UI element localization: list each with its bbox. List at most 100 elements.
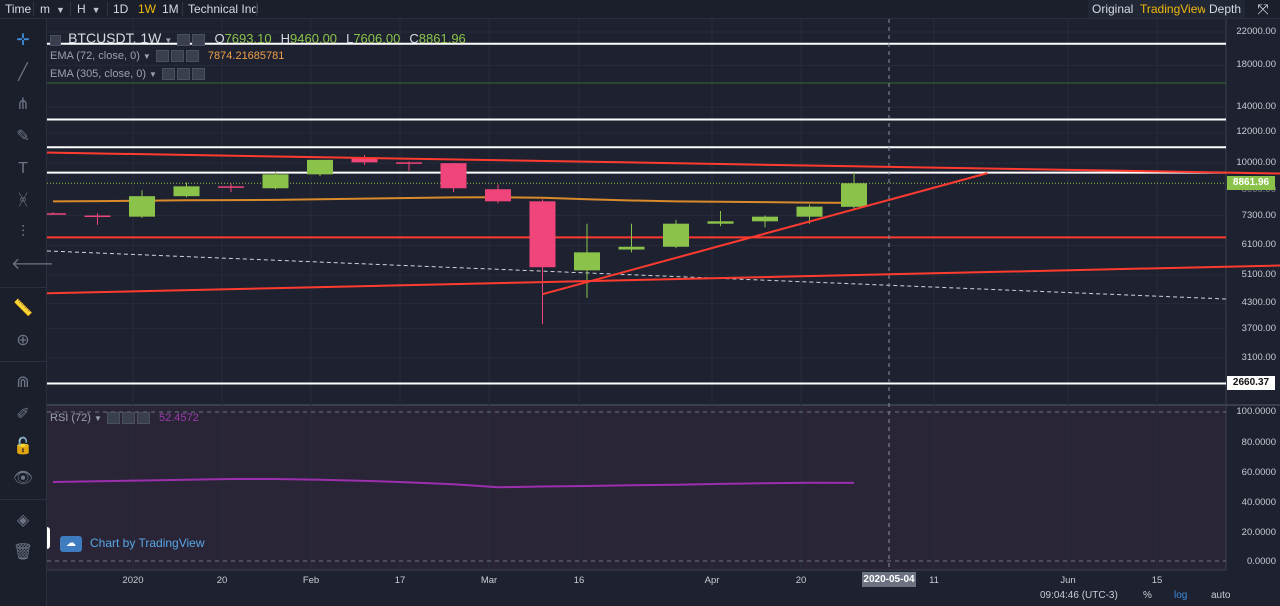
- collapse-icon[interactable]: [50, 34, 61, 46]
- price-tick: 18000.00: [1236, 59, 1276, 70]
- rsi-tick: 60.0000: [1241, 467, 1276, 478]
- low-value: 7606.00: [353, 31, 401, 46]
- caret-down-icon[interactable]: ▼: [164, 36, 173, 45]
- candle-body: [84, 215, 111, 218]
- lock-drawing-icon[interactable]: ✐: [16, 406, 30, 423]
- auto-toggle[interactable]: auto: [1211, 590, 1231, 601]
- candle-body: [796, 206, 823, 217]
- prediction-icon[interactable]: ⫶: [20, 224, 25, 241]
- time-selector[interactable]: Time: [5, 2, 32, 16]
- divider: [256, 2, 257, 16]
- time-tick: Feb: [302, 575, 320, 586]
- dashed-trendline: [46, 250, 1227, 300]
- candle-body: [129, 196, 155, 217]
- brush-icon[interactable]: ✎: [16, 128, 30, 145]
- time-tick: Apr: [704, 575, 720, 586]
- low-label: L: [346, 31, 354, 46]
- tradingview-branding[interactable]: ☁ Chart by TradingView: [60, 533, 205, 553]
- remove-icon[interactable]: [185, 50, 199, 63]
- fib-tool-icon[interactable]: ⋔: [16, 96, 30, 113]
- rsi-tick: 0.0000: [1246, 556, 1276, 567]
- toolbar-divider: [0, 499, 46, 500]
- trash-icon[interactable]: 🗑: [12, 544, 34, 561]
- ruler-icon[interactable]: 📏: [13, 300, 33, 317]
- candle-body: [485, 189, 511, 202]
- remove-icon[interactable]: [191, 68, 205, 81]
- caret-down-icon[interactable]: ▼: [142, 52, 151, 61]
- divider: [107, 2, 108, 16]
- settings-icon[interactable]: [106, 412, 120, 425]
- text-tool-icon[interactable]: T: [18, 160, 28, 177]
- percent-toggle[interactable]: %: [1143, 590, 1152, 601]
- close-value: 8861.96: [418, 31, 466, 46]
- candle-body: [396, 162, 422, 164]
- divider: [33, 2, 34, 16]
- fullscreen-icon[interactable]: ⤧: [1257, 1, 1269, 17]
- ema305-legend: EMA (305, close, 0) ▼: [50, 66, 205, 82]
- caret-down-icon: ▼: [56, 5, 65, 15]
- candle-body: [752, 216, 778, 222]
- time-tick: 11: [929, 575, 939, 586]
- pattern-icon[interactable]: ᚸ: [18, 192, 28, 209]
- back-arrow-icon[interactable]: 🡐: [11, 256, 54, 273]
- minute-interval-dropdown[interactable]: m ▼: [40, 0, 65, 18]
- crosshair-date-tag: 2020-05-04: [862, 572, 916, 587]
- caret-down-icon[interactable]: ▼: [93, 414, 102, 423]
- price-tick: 7300.00: [1241, 210, 1276, 221]
- ema305-label[interactable]: EMA (305, close, 0): [50, 68, 146, 80]
- ema72-line: [52, 196, 855, 204]
- interval-1d[interactable]: 1D: [113, 2, 129, 16]
- caret-down-icon: ▼: [91, 5, 101, 15]
- rsi-tick: 100.0000: [1236, 406, 1276, 417]
- price-tick: 4300.00: [1241, 297, 1276, 308]
- view-tradingview-button[interactable]: TradingView: [1136, 0, 1211, 18]
- open-value: 7693.10: [224, 31, 272, 46]
- hide-icon[interactable]: [170, 50, 184, 63]
- technical-indicators-button[interactable]: Technical Ind: [188, 2, 259, 16]
- close-label: C: [409, 31, 419, 46]
- candle-body: [574, 252, 600, 271]
- view-original-button[interactable]: Original: [1088, 0, 1138, 18]
- time-tick: 2020: [122, 575, 144, 586]
- ema72-legend: EMA (72, close, 0) ▼ 7874.21685781: [50, 48, 284, 64]
- hour-label: H: [77, 2, 86, 16]
- settings-icon[interactable]: [155, 50, 169, 63]
- price-tick: 14000.00: [1236, 101, 1276, 112]
- level-price-tag: 2660.37: [1227, 376, 1275, 390]
- interval-1m[interactable]: 1M: [162, 2, 179, 16]
- settings-icon[interactable]: [177, 34, 191, 47]
- crosshair-icon[interactable]: ✛: [16, 32, 30, 49]
- settings-icon[interactable]: [161, 68, 175, 81]
- candle-body: [40, 213, 66, 215]
- rsi-legend: RSI (72) ▼ 52.4572: [50, 410, 199, 426]
- caret-down-icon[interactable]: ▼: [149, 70, 157, 79]
- candle-body: [307, 159, 333, 175]
- view-depth-button[interactable]: Depth: [1205, 0, 1246, 18]
- lock-icon[interactable]: 🔓: [13, 438, 33, 455]
- price-tick: 5100.00: [1241, 269, 1276, 280]
- high-value: 9460.00: [290, 31, 338, 46]
- eye-icon[interactable]: 👁: [12, 470, 34, 487]
- interval-1w[interactable]: 1W: [138, 2, 156, 16]
- hide-icon[interactable]: [176, 68, 190, 81]
- trendline-icon[interactable]: ╱: [18, 64, 28, 81]
- log-toggle[interactable]: log: [1174, 590, 1188, 601]
- layers-icon[interactable]: ◈: [16, 512, 30, 529]
- hour-interval-dropdown[interactable]: H ▼: [77, 0, 101, 18]
- ema72-value: 7874.21685781: [207, 50, 285, 62]
- time-tick: Jun: [1060, 575, 1076, 586]
- trendline: [8, 264, 1280, 296]
- candle-body: [218, 186, 244, 188]
- zoom-in-icon[interactable]: ⊕: [16, 332, 30, 349]
- rsi-tick: 80.0000: [1241, 437, 1276, 448]
- hide-icon[interactable]: [192, 34, 206, 47]
- hide-icon[interactable]: [121, 412, 135, 425]
- remove-icon[interactable]: [136, 412, 150, 425]
- symbol-title[interactable]: BTCUSDT, 1W: [68, 30, 162, 46]
- rsi-label[interactable]: RSI (72): [50, 412, 91, 424]
- ema72-label[interactable]: EMA (72, close, 0): [50, 50, 140, 62]
- magnet-icon[interactable]: ⋒: [16, 374, 30, 391]
- time-tick: 20: [795, 575, 807, 586]
- open-label: O: [214, 31, 225, 46]
